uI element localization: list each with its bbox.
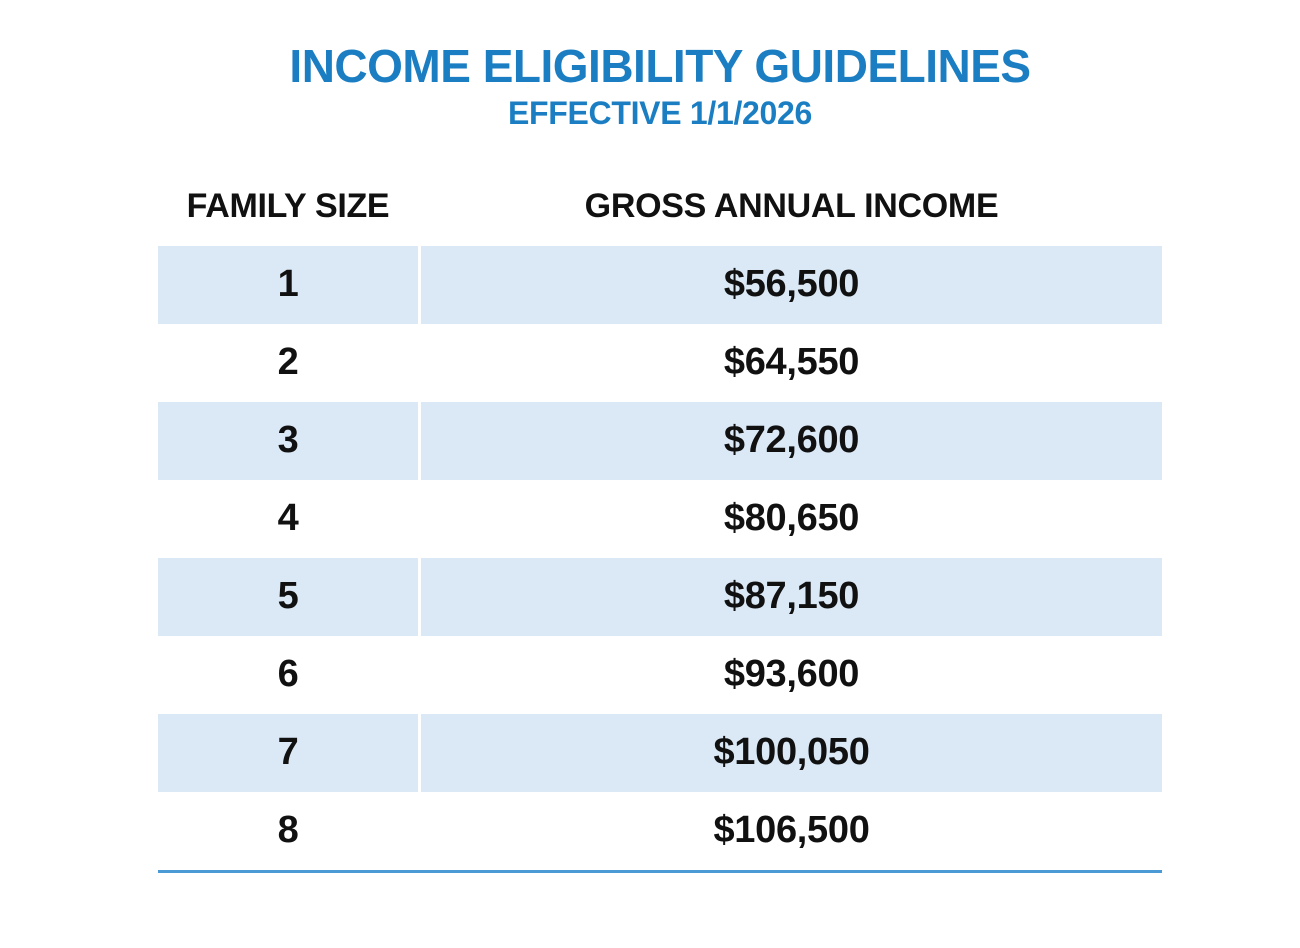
table-row: 4 $80,650: [158, 480, 1162, 558]
table-row: 5 $87,150: [158, 557, 1162, 636]
income-cell: $106,500: [713, 809, 870, 852]
table-header-row: FAMILY SIZE GROSS ANNUAL INCOME: [158, 186, 1162, 228]
income-cell: $100,050: [421, 713, 1162, 792]
page-title: INCOME ELIGIBILITY GUIDELINES: [289, 40, 1031, 92]
income-cell: $87,150: [421, 557, 1162, 636]
family-size-cell: 6: [277, 653, 299, 696]
family-size-cell: 2: [277, 341, 299, 384]
column-header-family-size: FAMILY SIZE: [186, 187, 390, 226]
family-size-cell: 8: [277, 809, 299, 852]
table-row: 7 $100,050: [158, 713, 1162, 792]
family-size-cell: 5: [158, 557, 418, 636]
family-size-cell: 4: [277, 497, 299, 540]
family-size-cell: 1: [158, 245, 418, 324]
table-row: 1 $56,500: [158, 245, 1162, 324]
table-row: 3 $72,600: [158, 401, 1162, 480]
column-header-gross-annual-income: GROSS ANNUAL INCOME: [584, 187, 999, 226]
effective-date-subtitle: EFFECTIVE 1/1/2026: [507, 94, 813, 131]
income-cell: $80,650: [723, 497, 860, 540]
income-cell: $56,500: [421, 245, 1162, 324]
table-row: 6 $93,600: [158, 636, 1162, 714]
table-row: 2 $64,550: [158, 324, 1162, 402]
income-cell: $64,550: [723, 341, 860, 384]
family-size-cell: 3: [158, 401, 418, 480]
income-cell: $93,600: [723, 653, 860, 696]
table-body: 1 $56,500 2 $64,550 3 $72,600 4 $80,650 …: [158, 245, 1162, 870]
income-cell: $72,600: [421, 401, 1162, 480]
bottom-divider-line: [158, 869, 1162, 873]
family-size-cell: 7: [158, 713, 418, 792]
guidelines-panel: INCOME ELIGIBILITY GUIDELINES EFFECTIVE …: [158, 0, 1162, 873]
table-row: 8 $106,500: [158, 792, 1162, 870]
